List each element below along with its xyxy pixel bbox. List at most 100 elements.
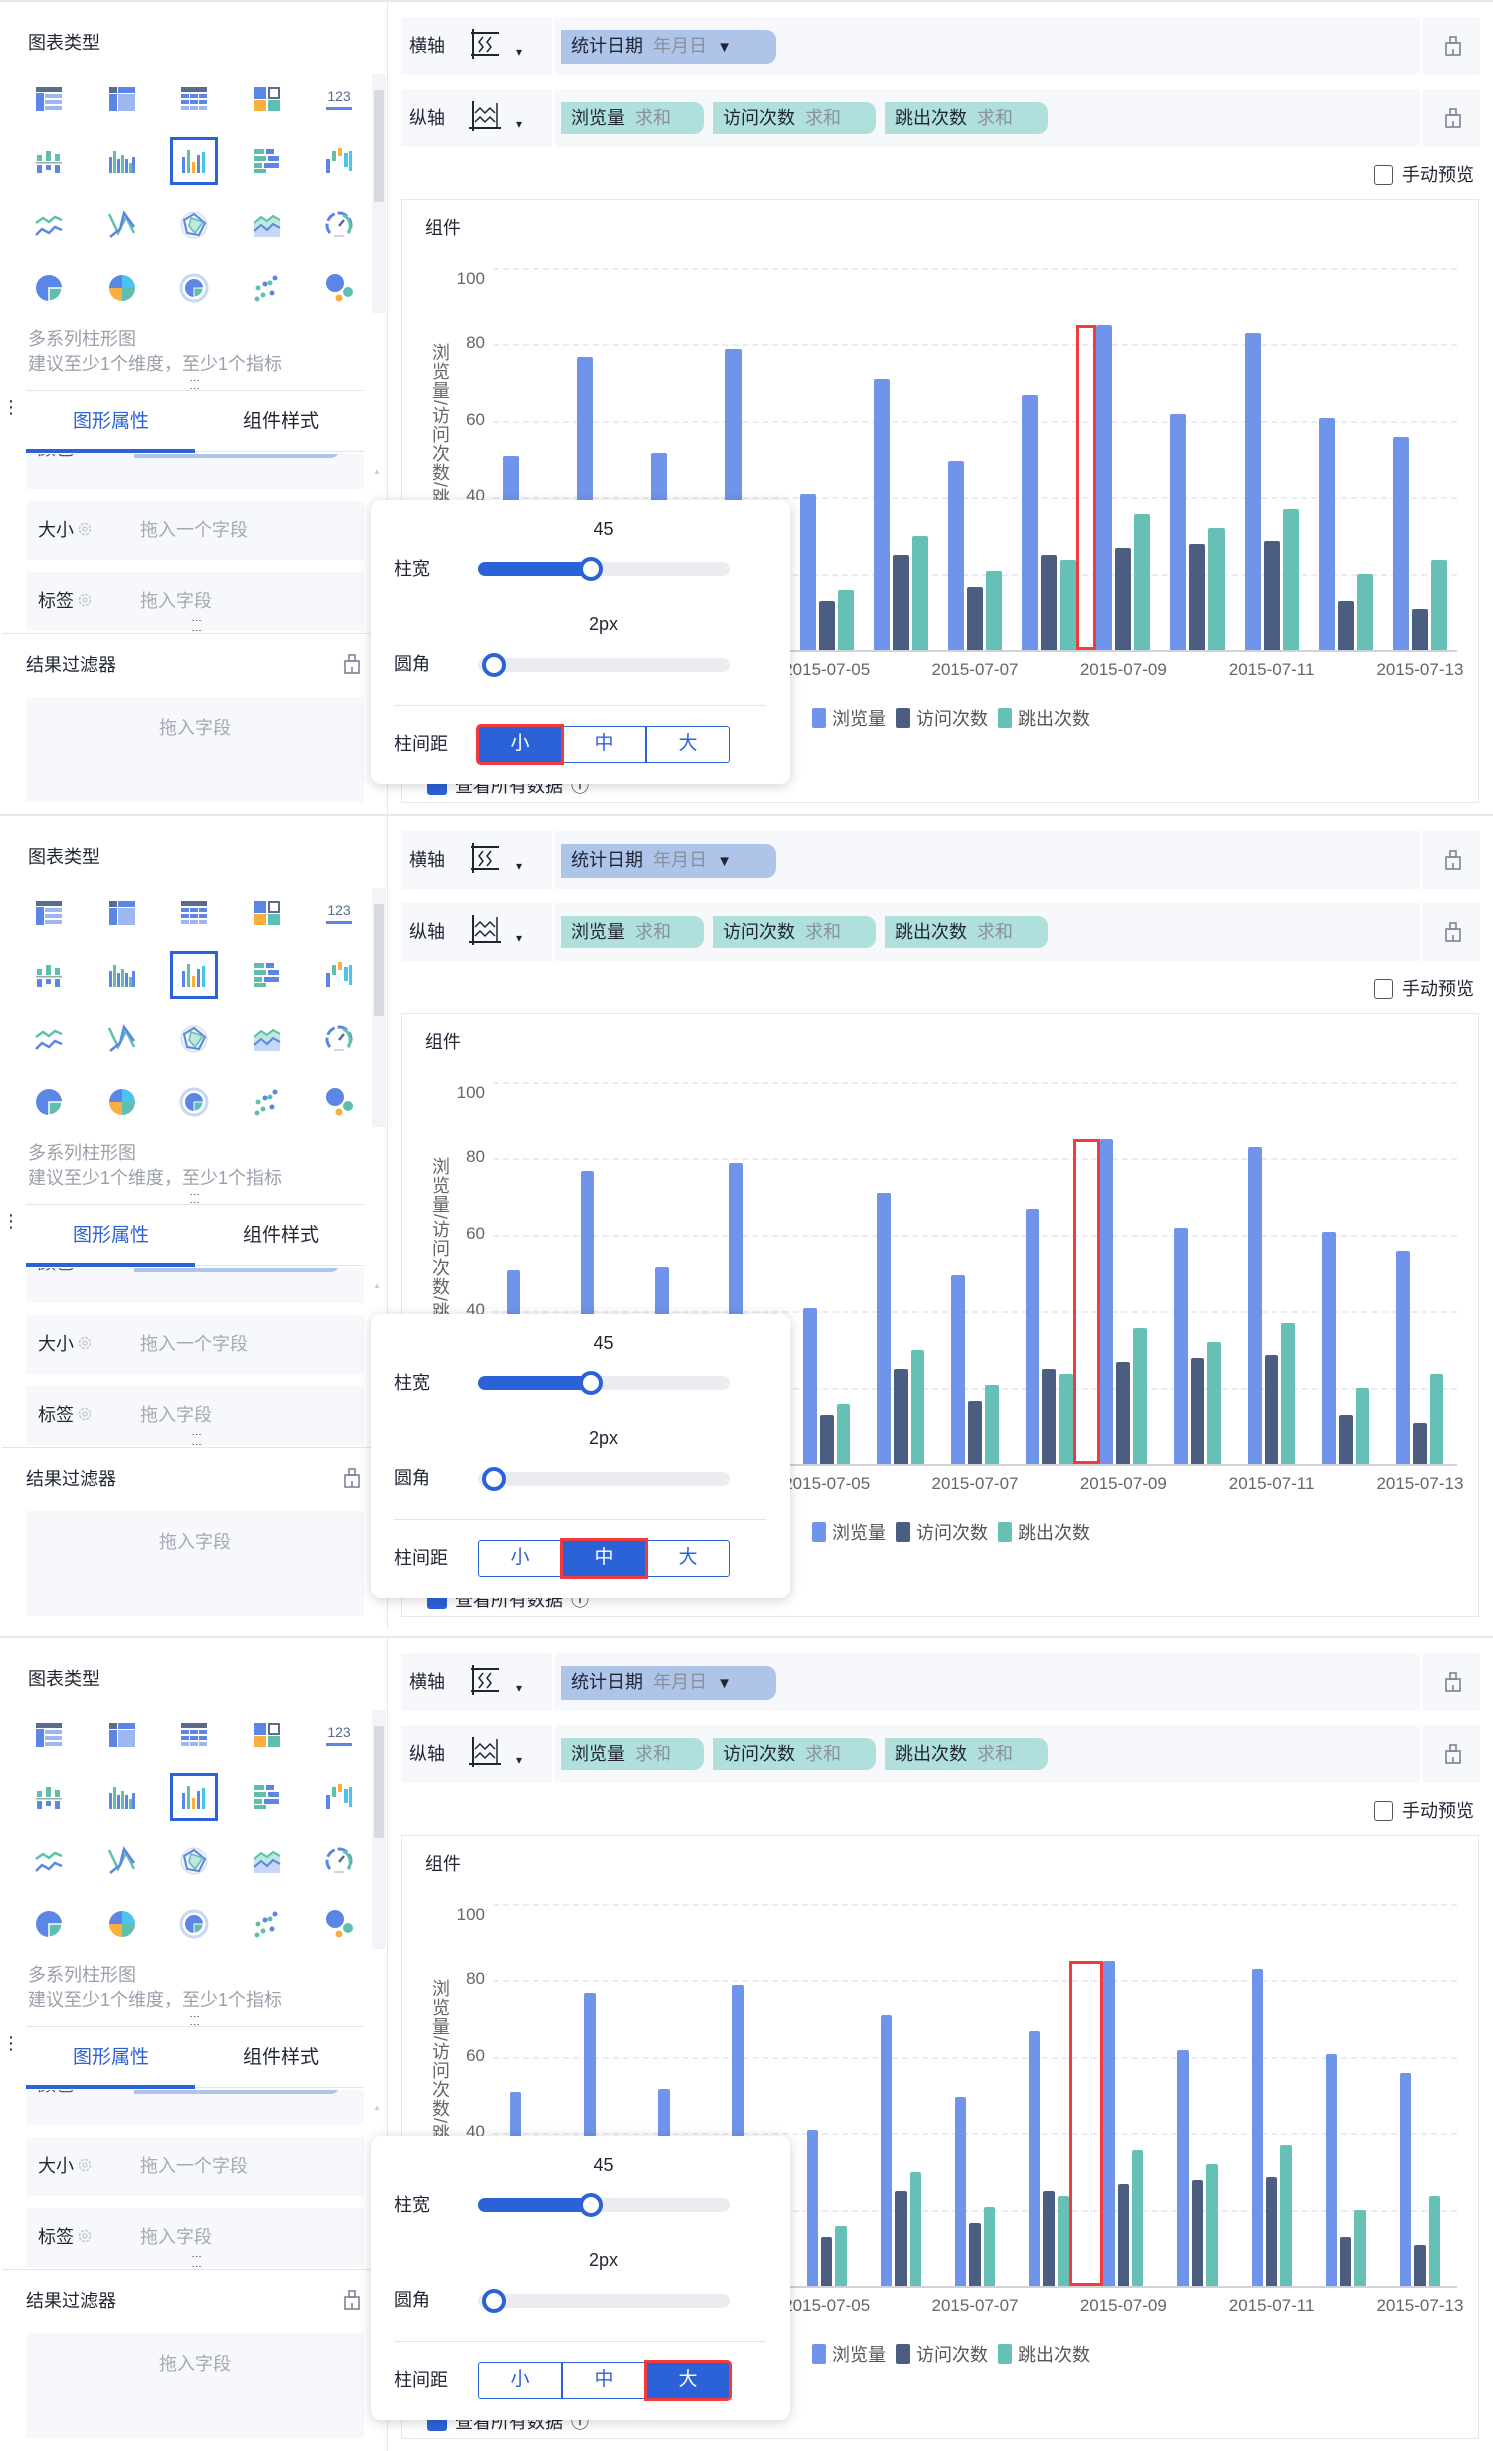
chart-type-option[interactable]	[25, 1773, 73, 1821]
chart-type-option[interactable]	[243, 75, 291, 123]
bar-visit[interactable]	[1041, 555, 1058, 650]
bar-bounce[interactable]	[1208, 528, 1225, 650]
clear-icon[interactable]	[1444, 921, 1462, 948]
clear-icon[interactable]	[343, 653, 361, 680]
tag-field-row[interactable]: 标签 拖入字段	[26, 2208, 364, 2267]
chart-type-option[interactable]: 123	[315, 889, 363, 937]
clear-icon[interactable]	[1444, 107, 1462, 134]
chart-type-option[interactable]	[315, 1837, 363, 1885]
bar-browse[interactable]	[1244, 333, 1261, 650]
chart-type-option[interactable]	[98, 951, 146, 999]
bar-browse[interactable]	[1170, 413, 1187, 650]
bar-visit[interactable]	[1191, 2180, 1204, 2286]
spacing-option-medium[interactable]: 中	[562, 2362, 646, 2399]
filter-drop-zone[interactable]: 拖入字段	[26, 697, 364, 802]
side-collapse-handle[interactable]: ⋮	[2, 1211, 20, 1231]
bar-browse[interactable]	[1022, 394, 1039, 650]
bar-width-slider[interactable]	[478, 557, 730, 581]
spacing-option-medium[interactable]: 中	[562, 726, 646, 763]
bar-bounce[interactable]	[911, 536, 928, 650]
bar-bounce[interactable]	[835, 2225, 847, 2286]
size-field-row[interactable]: 大小 拖入一个字段	[26, 501, 364, 560]
bar-bounce[interactable]	[909, 2172, 921, 2286]
chart-type-option[interactable]	[243, 1078, 291, 1126]
size-field-row[interactable]: 大小 拖入一个字段	[26, 2137, 364, 2196]
bar-bounce[interactable]	[1430, 559, 1447, 650]
radius-slider[interactable]	[478, 2289, 730, 2313]
gear-icon[interactable]	[78, 522, 92, 541]
color-row[interactable]: 颜色	[26, 454, 364, 489]
chart-type-option[interactable]	[315, 1078, 363, 1126]
bar-visit[interactable]	[1411, 608, 1428, 650]
bar-visit[interactable]	[895, 2191, 907, 2286]
chart-type-option[interactable]	[243, 951, 291, 999]
chart-type-option[interactable]	[243, 1900, 291, 1948]
chart-type-option[interactable]	[25, 75, 73, 123]
chart-type-option[interactable]: 123	[315, 1711, 363, 1759]
y-axis-type-icon[interactable]	[469, 101, 501, 136]
clear-icon[interactable]	[1444, 1671, 1462, 1698]
tag-field-row[interactable]: 标签 拖入字段	[26, 1386, 364, 1445]
bar-visit[interactable]	[968, 1400, 982, 1464]
bar-bounce[interactable]	[836, 1403, 851, 1464]
field-drop-area[interactable]	[552, 1653, 1422, 1711]
scrollbar-thumb[interactable]	[374, 1726, 384, 1838]
spacing-option-large[interactable]: 大	[646, 1540, 730, 1577]
bar-browse[interactable]	[947, 460, 964, 650]
bar-browse[interactable]	[954, 2096, 967, 2286]
y-field-pill[interactable]: 跳出次数 求和	[885, 916, 1048, 948]
chart-type-option[interactable]	[315, 1900, 363, 1948]
chart-type-option[interactable]	[98, 264, 146, 312]
bar-bounce[interactable]	[1207, 1342, 1222, 1464]
chart-type-option[interactable]	[25, 1900, 73, 1948]
chart-type-option[interactable]	[98, 201, 146, 249]
scrollbar-thumb[interactable]	[374, 90, 384, 202]
bar-browse[interactable]	[799, 494, 816, 650]
chart-type-option[interactable]	[170, 1900, 218, 1948]
chart-type-option[interactable]	[243, 1773, 291, 1821]
bar-bounce[interactable]	[1057, 2195, 1070, 2286]
chart-type-option[interactable]	[25, 889, 73, 937]
bar-browse[interactable]	[803, 1308, 817, 1464]
legend-item[interactable]: 访问次数	[896, 2341, 988, 2367]
chart-type-option[interactable]	[315, 201, 363, 249]
bar-visit[interactable]	[819, 1414, 834, 1464]
chart-type-option[interactable]	[315, 1773, 363, 1821]
bar-visit[interactable]	[1338, 1414, 1353, 1464]
clear-icon[interactable]	[1444, 1743, 1462, 1770]
radius-slider[interactable]	[478, 1467, 730, 1491]
bar-visit[interactable]	[1263, 541, 1280, 650]
bar-browse[interactable]	[1177, 2049, 1189, 2286]
bar-width-slider[interactable]	[478, 2193, 730, 2217]
bar-visit[interactable]	[1042, 1369, 1056, 1464]
chart-type-option[interactable]	[170, 1773, 218, 1821]
bar-bounce[interactable]	[1281, 1323, 1296, 1464]
bar-browse[interactable]	[951, 1274, 966, 1464]
bar-browse[interactable]	[1025, 1208, 1040, 1464]
chart-type-option[interactable]	[170, 1711, 218, 1759]
tab-graphic-properties[interactable]: 图形属性	[72, 1225, 149, 1246]
chart-type-option[interactable]	[243, 1711, 291, 1759]
gear-icon[interactable]	[78, 593, 92, 612]
tab-graphic-properties[interactable]: 图形属性	[72, 2047, 149, 2068]
chart-type-option[interactable]	[170, 137, 218, 185]
slider-thumb[interactable]	[482, 2289, 507, 2313]
y-field-pill[interactable]: 访问次数 求和	[713, 1738, 876, 1770]
chart-type-option[interactable]	[243, 1015, 291, 1063]
slider-thumb[interactable]	[482, 1467, 507, 1491]
bar-visit[interactable]	[821, 2236, 833, 2286]
legend-item[interactable]: 浏览量	[812, 705, 886, 731]
x-axis-type-icon[interactable]	[469, 1665, 501, 1700]
bar-bounce[interactable]	[1280, 2145, 1292, 2286]
chart-type-option[interactable]	[315, 137, 363, 185]
y-axis-type-icon[interactable]	[469, 1737, 501, 1772]
color-row[interactable]: 颜色	[26, 2090, 364, 2125]
bar-bounce[interactable]	[1206, 2164, 1218, 2286]
clear-icon[interactable]	[1444, 35, 1462, 62]
chart-type-option[interactable]	[170, 951, 218, 999]
bar-browse[interactable]	[1173, 1227, 1188, 1464]
gear-icon[interactable]	[78, 1336, 92, 1355]
spacing-option-small[interactable]: 小	[478, 2362, 562, 2399]
slider-thumb[interactable]	[579, 557, 604, 581]
x-axis-type-icon[interactable]	[469, 29, 501, 64]
